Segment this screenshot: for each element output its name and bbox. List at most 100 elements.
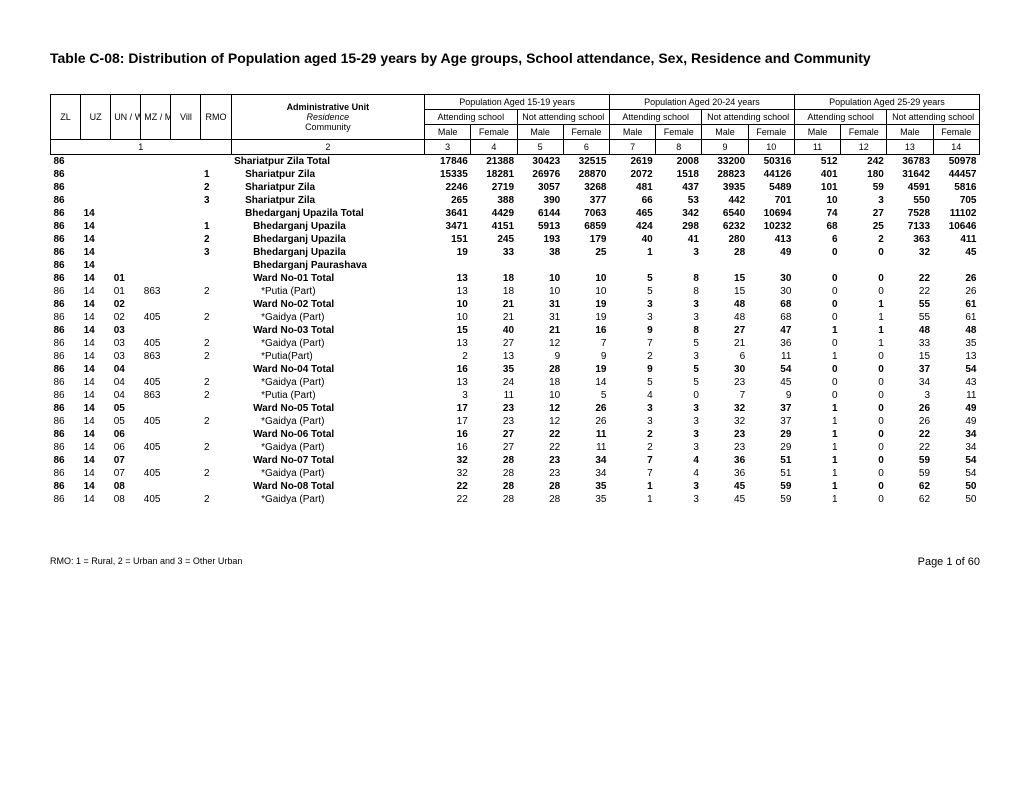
code-cell bbox=[171, 285, 201, 298]
value-cell: 1 bbox=[841, 311, 887, 324]
value-cell: 51 bbox=[748, 454, 794, 467]
value-cell: 242 bbox=[841, 155, 887, 169]
value-cell: 22 bbox=[425, 493, 471, 506]
label-cell: *Putia (Part) bbox=[231, 389, 425, 402]
value-cell: 180 bbox=[841, 168, 887, 181]
code-cell: 06 bbox=[111, 441, 141, 454]
value-cell: 22 bbox=[517, 441, 563, 454]
label-cell: Ward No-03 Total bbox=[231, 324, 425, 337]
value-cell: 0 bbox=[794, 363, 840, 376]
code-cell bbox=[141, 298, 171, 311]
female-col: Female bbox=[656, 125, 702, 140]
value-cell: 1 bbox=[609, 246, 655, 259]
value-cell: 27 bbox=[841, 207, 887, 220]
value-cell: 5 bbox=[609, 285, 655, 298]
code-cell bbox=[141, 454, 171, 467]
value-cell: 26 bbox=[563, 402, 609, 415]
value-cell bbox=[656, 259, 702, 272]
value-cell: 5 bbox=[656, 376, 702, 389]
value-cell: 23 bbox=[702, 376, 748, 389]
value-cell: 16 bbox=[425, 428, 471, 441]
value-cell: 11 bbox=[933, 389, 979, 402]
value-cell: 6232 bbox=[702, 220, 748, 233]
value-cell: 50316 bbox=[748, 155, 794, 169]
value-cell: 28 bbox=[471, 493, 517, 506]
code-cell: 405 bbox=[141, 467, 171, 480]
value-cell: 101 bbox=[794, 181, 840, 194]
att-15-19: Attending school bbox=[425, 110, 517, 125]
code-cell bbox=[81, 194, 111, 207]
age-group-15-19: Population Aged 15-19 years bbox=[425, 95, 610, 110]
code-cell: 06 bbox=[111, 428, 141, 441]
code-cell bbox=[171, 350, 201, 363]
value-cell: 45 bbox=[933, 246, 979, 259]
female-col: Female bbox=[471, 125, 517, 140]
code-cell bbox=[201, 207, 231, 220]
code-cell: 86 bbox=[51, 155, 81, 169]
value-cell: 66 bbox=[609, 194, 655, 207]
male-col: Male bbox=[887, 125, 933, 140]
noatt-20-24: Not attending school bbox=[702, 110, 794, 125]
value-cell: 21 bbox=[517, 324, 563, 337]
code-cell bbox=[201, 272, 231, 285]
value-cell bbox=[748, 259, 794, 272]
value-cell: 36 bbox=[702, 467, 748, 480]
value-cell: 7 bbox=[609, 454, 655, 467]
value-cell: 10694 bbox=[748, 207, 794, 220]
code-cell: 1 bbox=[201, 168, 231, 181]
value-cell: 13 bbox=[425, 272, 471, 285]
value-cell: 3 bbox=[656, 441, 702, 454]
value-cell: 13 bbox=[933, 350, 979, 363]
label-cell: *Putia (Part) bbox=[231, 285, 425, 298]
value-cell: 8 bbox=[656, 324, 702, 337]
numrow-val: 4 bbox=[471, 140, 517, 155]
value-cell: 424 bbox=[609, 220, 655, 233]
code-cell: 2 bbox=[201, 493, 231, 506]
code-cell: 3 bbox=[201, 194, 231, 207]
value-cell: 13 bbox=[425, 376, 471, 389]
value-cell: 62 bbox=[887, 480, 933, 493]
value-cell: 3 bbox=[656, 493, 702, 506]
value-cell: 7 bbox=[702, 389, 748, 402]
numrow-val: 6 bbox=[563, 140, 609, 155]
value-cell: 3 bbox=[656, 246, 702, 259]
code-cell: 04 bbox=[111, 389, 141, 402]
code-cell bbox=[141, 168, 171, 181]
code-cell: 86 bbox=[51, 402, 81, 415]
value-cell: 36783 bbox=[887, 155, 933, 169]
male-col: Male bbox=[425, 125, 471, 140]
value-cell: 280 bbox=[702, 233, 748, 246]
value-cell: 45 bbox=[702, 480, 748, 493]
value-cell: 68 bbox=[748, 311, 794, 324]
code-cell: 14 bbox=[81, 467, 111, 480]
code-cell: 86 bbox=[51, 207, 81, 220]
value-cell: 3 bbox=[609, 415, 655, 428]
value-cell: 3268 bbox=[563, 181, 609, 194]
numrow-val: 13 bbox=[887, 140, 933, 155]
code-cell bbox=[171, 415, 201, 428]
att-25-29: Attending school bbox=[794, 110, 886, 125]
value-cell: 701 bbox=[748, 194, 794, 207]
code-cell: 86 bbox=[51, 168, 81, 181]
code-cell bbox=[201, 480, 231, 493]
value-cell: 59 bbox=[887, 467, 933, 480]
code-cell: 05 bbox=[111, 402, 141, 415]
att-20-24: Attending school bbox=[609, 110, 701, 125]
value-cell: 25 bbox=[841, 220, 887, 233]
female-col: Female bbox=[933, 125, 979, 140]
value-cell: 10 bbox=[563, 285, 609, 298]
age-group-20-24: Population Aged 20-24 years bbox=[609, 95, 794, 110]
footnote: RMO: 1 = Rural, 2 = Urban and 3 = Other … bbox=[50, 556, 242, 568]
code-cell: 863 bbox=[141, 285, 171, 298]
value-cell: 1 bbox=[794, 493, 840, 506]
code-cell: 86 bbox=[51, 285, 81, 298]
value-cell: 28 bbox=[517, 493, 563, 506]
value-cell: 28 bbox=[517, 480, 563, 493]
code-cell bbox=[141, 428, 171, 441]
code-cell: 863 bbox=[141, 350, 171, 363]
code-cell bbox=[141, 181, 171, 194]
value-cell: 265 bbox=[425, 194, 471, 207]
value-cell: 0 bbox=[841, 272, 887, 285]
code-cell: 03 bbox=[111, 350, 141, 363]
value-cell: 49 bbox=[748, 246, 794, 259]
